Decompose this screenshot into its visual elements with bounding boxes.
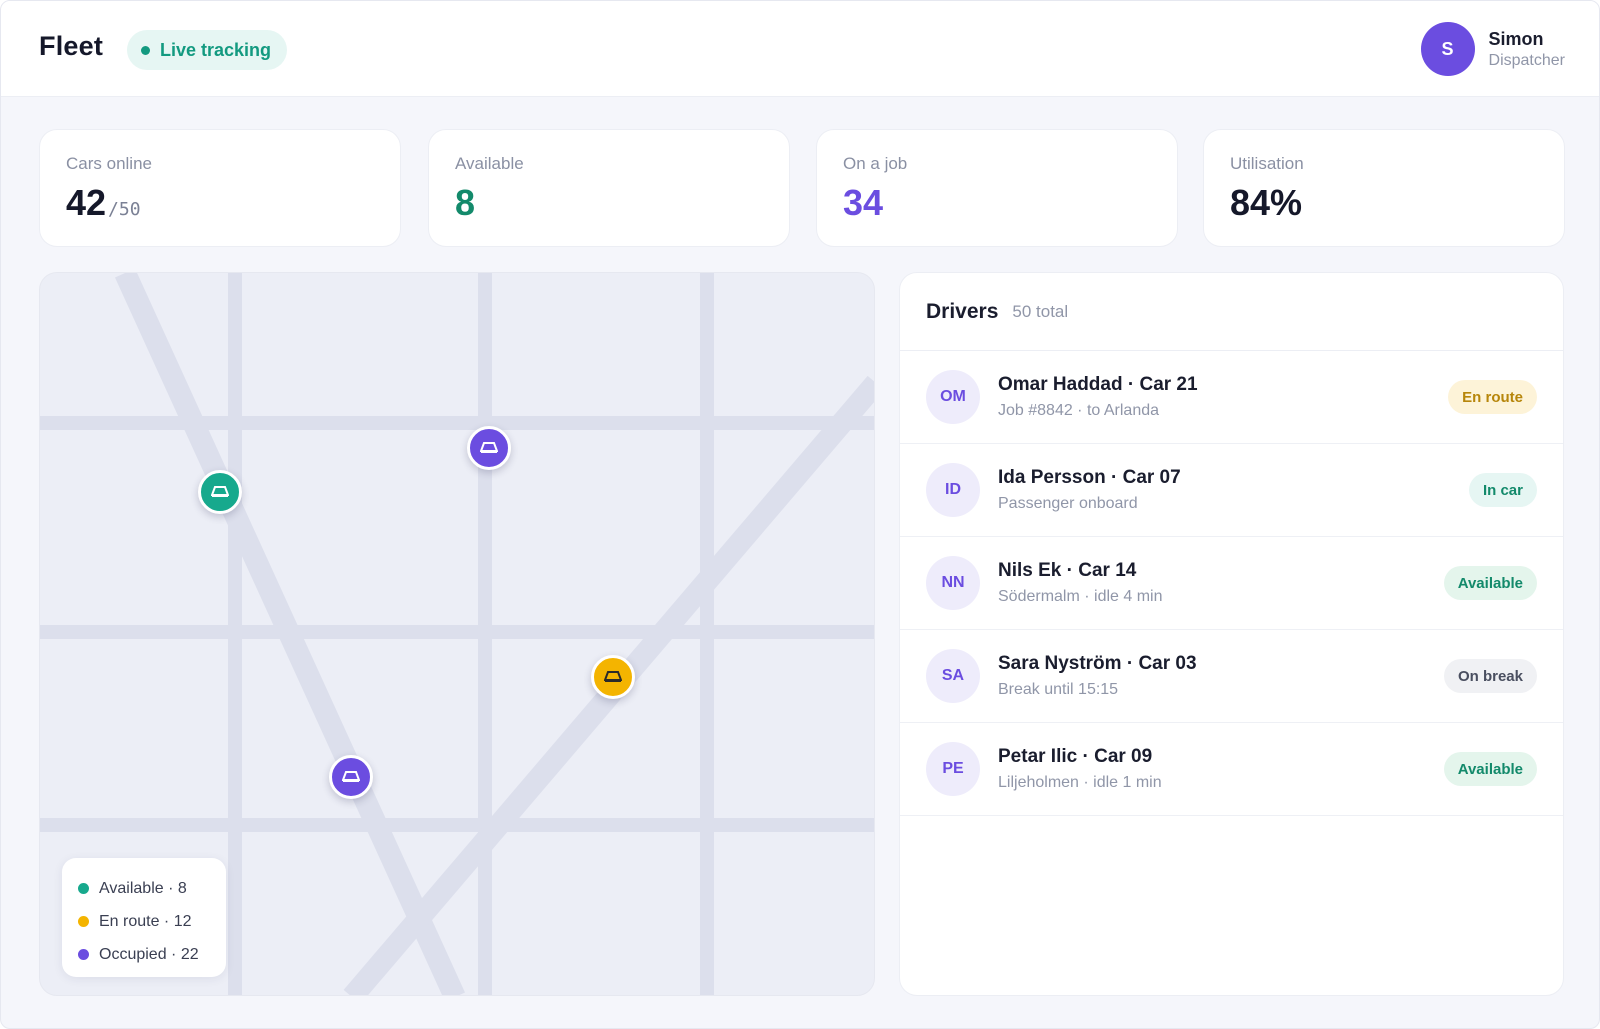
driver-name: Nils Ek · Car 14 — [998, 560, 1137, 581]
stat-label: Cars online — [66, 154, 152, 173]
driver-avatar: NN — [926, 556, 980, 610]
stat-value: 42/50 — [66, 182, 374, 224]
legend-dot-icon — [78, 949, 89, 960]
stat-value: 8 — [455, 182, 476, 223]
driver-avatar: OM — [926, 370, 980, 424]
driver-detail: Liljeholmen · idle 1 min — [998, 774, 1162, 791]
stat-card-utilisation: Utilisation 84% — [1203, 129, 1565, 247]
user-role: Dispatcher — [1488, 51, 1565, 69]
user-menu[interactable]: S Simon Dispatcher — [1420, 22, 1565, 76]
drivers-title: Drivers — [926, 299, 999, 323]
driver-row[interactable]: ID Ida Persson · Car 07 Passenger onboar… — [900, 444, 1563, 537]
legend-item-available: Available · 8 — [78, 872, 210, 905]
car-icon — [604, 671, 622, 682]
driver-detail: Job #8842 · to Arlanda — [998, 402, 1160, 419]
car-icon — [480, 442, 498, 453]
stat-label: On a job — [843, 154, 908, 173]
car-pin-occupied[interactable] — [329, 755, 373, 799]
status-badge: In car — [1468, 473, 1537, 507]
driver-detail: Södermalm · idle 4 min — [998, 588, 1163, 605]
stat-value-number: 42 — [66, 182, 107, 223]
driver-avatar: ID — [926, 463, 980, 517]
legend-label: Available · 8 — [99, 879, 187, 897]
status-badge: En route — [1448, 380, 1537, 414]
map-road — [40, 416, 874, 430]
stat-value-total: /50 — [108, 199, 141, 220]
avatar[interactable]: S — [1420, 22, 1475, 76]
status-badge: On break — [1443, 659, 1537, 693]
legend-dot-icon — [78, 916, 89, 927]
driver-name: Sara Nyström · Car 03 — [998, 653, 1197, 674]
stat-card-cars-online: Cars online 42/50 — [39, 129, 401, 247]
drivers-panel: Drivers 50 total OM Omar Haddad · Car 21… — [899, 272, 1564, 996]
driver-row[interactable]: PE Petar Ilic · Car 09 Liljeholmen · idl… — [900, 723, 1563, 816]
car-pin-occupied[interactable] — [467, 426, 511, 470]
live-dot-icon — [141, 45, 150, 55]
map-legend: Available · 8 En route · 12 Occupied · 2… — [62, 858, 226, 977]
user-name: Simon — [1488, 28, 1544, 49]
driver-avatar: SA — [926, 649, 980, 703]
driver-avatar: PE — [926, 742, 980, 796]
stat-value: 34 — [843, 182, 884, 223]
live-tracking-badge[interactable]: Live tracking — [127, 30, 288, 70]
driver-detail: Passenger onboard — [998, 495, 1138, 512]
stat-label: Utilisation — [1230, 154, 1304, 173]
car-pin-en-route[interactable] — [591, 655, 635, 699]
driver-name: Omar Haddad · Car 21 — [998, 374, 1198, 395]
driver-row[interactable]: SA Sara Nyström · Car 03 Break until 15:… — [900, 630, 1563, 723]
driver-detail: Break until 15:15 — [998, 681, 1119, 698]
map-road — [40, 818, 874, 832]
app-title: Fleet — [39, 31, 104, 61]
status-badge: Available — [1443, 566, 1537, 600]
legend-label: En route · 12 — [99, 912, 192, 930]
live-tracking-label: Live tracking — [160, 39, 272, 60]
drivers-count: 50 total — [1012, 301, 1069, 321]
status-badge: Available — [1443, 752, 1537, 786]
stat-card-on-a-job: On a job 34 — [816, 129, 1178, 247]
driver-row[interactable]: NN Nils Ek · Car 14 Södermalm · idle 4 m… — [900, 537, 1563, 630]
legend-item-occupied: Occupied · 22 — [78, 938, 210, 971]
driver-name: Ida Persson · Car 07 — [998, 467, 1181, 488]
live-map[interactable]: Available · 8 En route · 12 Occupied · 2… — [39, 272, 875, 996]
driver-name: Petar Ilic · Car 09 — [998, 746, 1153, 767]
legend-item-en-route: En route · 12 — [78, 905, 210, 938]
stat-value: 84% — [1230, 182, 1303, 223]
stat-card-available: Available 8 — [428, 129, 790, 247]
car-icon — [211, 486, 229, 497]
legend-dot-icon — [78, 883, 89, 894]
drivers-header: Drivers 50 total — [900, 273, 1563, 351]
driver-row[interactable]: OM Omar Haddad · Car 21 Job #8842 · to A… — [900, 351, 1563, 444]
stat-label: Available — [455, 154, 524, 173]
car-icon — [342, 771, 360, 782]
legend-label: Occupied · 22 — [99, 945, 199, 963]
top-bar: Fleet Live tracking S Simon Dispatcher — [1, 1, 1599, 97]
car-pin-available[interactable] — [198, 470, 242, 514]
